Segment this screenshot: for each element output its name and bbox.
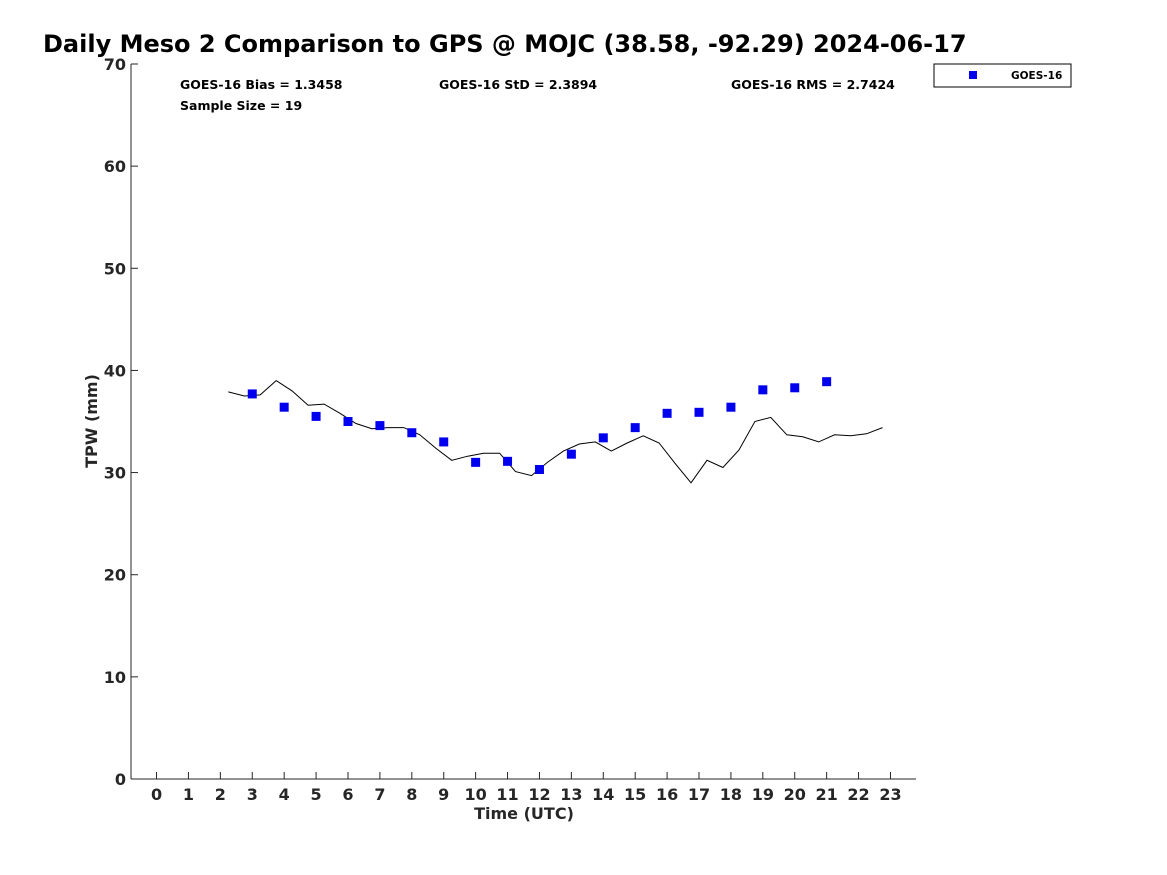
goes16-point — [375, 421, 385, 431]
plot-axes — [130, 64, 916, 780]
y-tick-label: 30 — [104, 464, 126, 483]
x-tick-label: 3 — [247, 785, 258, 804]
goes16-point — [311, 411, 321, 421]
x-tick-label: 1 — [183, 785, 194, 804]
x-tick-label: 9 — [438, 785, 449, 804]
goes16-point — [790, 383, 800, 393]
x-tick-label: 21 — [816, 785, 838, 804]
x-tick-label: 22 — [847, 785, 869, 804]
y-tick-label: 50 — [104, 259, 126, 278]
goes16-point — [662, 408, 672, 418]
x-tick-label: 2 — [215, 785, 226, 804]
x-tick-label: 16 — [656, 785, 678, 804]
goes16-point — [726, 402, 736, 412]
y-tick-label: 70 — [104, 55, 126, 74]
gps-line — [228, 379, 883, 484]
goes16-point — [439, 437, 449, 447]
legend: GOES-16 — [933, 63, 1072, 88]
goes16-series-points — [247, 377, 832, 475]
goes16-point — [598, 433, 608, 443]
y-tick-label: 10 — [104, 668, 126, 687]
x-tick-label: 19 — [752, 785, 774, 804]
rms-stat: GOES-16 RMS = 2.7424 — [731, 77, 895, 92]
x-tick-label: 0 — [151, 785, 162, 804]
y-tick-label: 60 — [104, 157, 126, 176]
gps-series-line — [228, 379, 883, 484]
goes16-point — [630, 423, 640, 433]
x-axis-label: Time (UTC) — [474, 804, 574, 823]
goes16-point — [279, 402, 289, 412]
goes16-point — [566, 449, 576, 459]
bias-stat: GOES-16 Bias = 1.3458 — [180, 77, 342, 92]
x-tick-label: 14 — [592, 785, 614, 804]
x-tick-label: 8 — [406, 785, 417, 804]
goes16-point — [758, 385, 768, 395]
x-tick-label: 20 — [784, 785, 806, 804]
x-tick-label: 10 — [465, 785, 487, 804]
y-ticks: 0 10 20 30 40 50 60 70 — [104, 55, 138, 789]
sample-size-stat: Sample Size = 19 — [180, 98, 302, 113]
y-tick-label: 0 — [115, 770, 126, 789]
x-tick-label: 13 — [560, 785, 582, 804]
x-tick-label: 7 — [374, 785, 385, 804]
x-tick-label: 6 — [342, 785, 353, 804]
legend-marker-goes16 — [969, 71, 977, 79]
y-axis-label: TPW (mm) — [82, 374, 101, 468]
y-tick-label: 20 — [104, 566, 126, 585]
x-tick-label: 12 — [528, 785, 550, 804]
x-tick-label: 5 — [311, 785, 322, 804]
goes16-point — [407, 428, 417, 438]
std-stat: GOES-16 StD = 2.3894 — [439, 77, 597, 92]
legend-box — [933, 63, 1072, 88]
x-tick-label: 17 — [688, 785, 710, 804]
x-tick-label: 23 — [879, 785, 901, 804]
legend-label-goes16: GOES-16 — [1011, 70, 1062, 82]
goes16-point — [247, 389, 257, 399]
x-tick-label: 11 — [496, 785, 518, 804]
x-tick-label: 15 — [624, 785, 646, 804]
goes16-point — [822, 377, 832, 387]
x-tick-label: 4 — [279, 785, 290, 804]
goes16-point — [694, 407, 704, 417]
goes16-point — [534, 465, 544, 475]
chart-title: Daily Meso 2 Comparison to GPS @ MOJC (3… — [43, 30, 967, 58]
x-tick-label: 18 — [720, 785, 742, 804]
goes16-point — [471, 457, 481, 467]
y-tick-label: 40 — [104, 361, 126, 380]
goes16-point — [503, 456, 513, 466]
x-ticks: 0 1 2 3 4 5 6 7 8 9 10 11 12 13 14 15 16 17 18 19 20 21 22 23 — [151, 772, 902, 804]
goes16-point — [343, 417, 353, 426]
